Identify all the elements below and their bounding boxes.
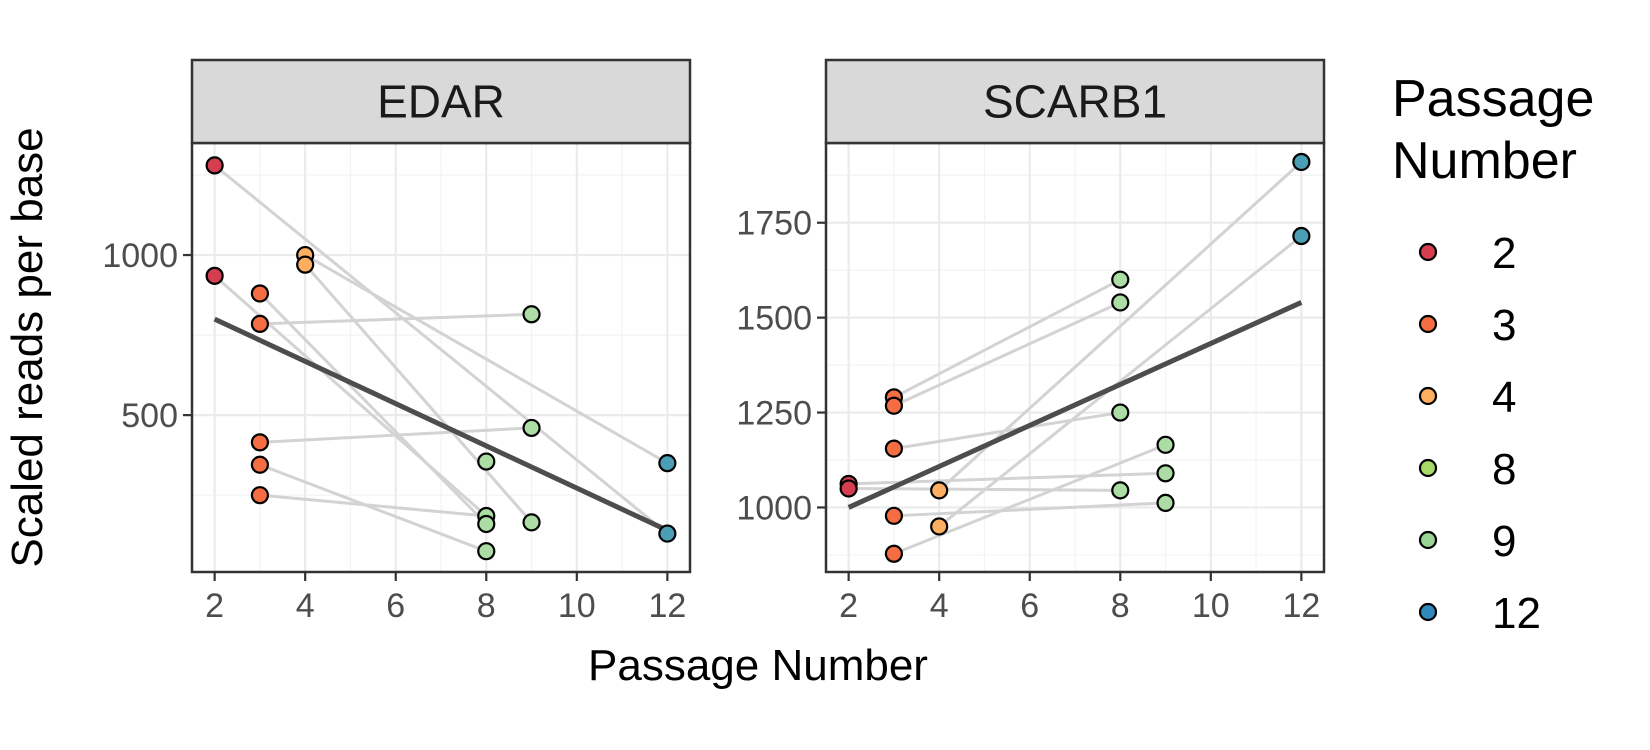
data-point (1156, 493, 1175, 513)
x-tick-label: 6 (1020, 587, 1039, 625)
legend-label: 2 (1492, 229, 1516, 278)
facet-strip-label: EDAR (377, 76, 505, 128)
pair-line (213, 164, 669, 535)
data-point (477, 514, 496, 534)
x-axis-title: Passage Number (588, 641, 928, 690)
data-point (1292, 226, 1311, 246)
legend-key (1418, 602, 1438, 622)
y-axis-title: Scaled reads per base (3, 127, 52, 567)
data-point (477, 542, 496, 561)
data-point (884, 544, 904, 563)
legend-key (1418, 314, 1438, 334)
x-tick-label: 2 (205, 587, 224, 625)
data-point (522, 418, 541, 438)
data-point (658, 454, 677, 473)
pair-line (304, 263, 533, 524)
x-tick-label: 8 (1111, 587, 1130, 625)
y-tick-label: 500 (121, 397, 178, 435)
legend-label: 9 (1492, 517, 1516, 566)
data-point (250, 314, 270, 333)
y-tick-label: 1250 (736, 395, 812, 433)
legend-title: Passage (1392, 70, 1594, 128)
data-point (658, 524, 677, 543)
data-point (477, 452, 496, 471)
trend-line (847, 300, 1303, 510)
pair-line (259, 463, 487, 553)
legend-key (1418, 386, 1438, 406)
pair-line (893, 443, 1167, 556)
legend-label: 8 (1492, 445, 1516, 494)
pair-line (893, 301, 1121, 408)
data-point (250, 486, 270, 505)
data-point (1292, 152, 1311, 172)
pair-line (938, 234, 1303, 528)
pair-line (304, 253, 669, 465)
y-tick-label: 1750 (736, 205, 812, 243)
pair-line (893, 278, 1121, 399)
data-point (522, 513, 541, 532)
facet-strip (190, 58, 692, 145)
y-tick-label: 1000 (102, 237, 178, 275)
legend-key (1418, 458, 1438, 478)
trend-line (213, 316, 669, 533)
panel-edar: EDAR 2 4 6 8 10 12 500 1000 (102, 58, 692, 625)
facet-strip-label: SCARB1 (983, 76, 1167, 128)
data-point (884, 506, 904, 525)
pair-line (259, 426, 532, 444)
pair-line (938, 160, 1303, 492)
data-point (205, 156, 224, 175)
x-tick-label: 6 (386, 587, 405, 625)
data-point (930, 481, 949, 500)
x-tick-label: 12 (648, 587, 686, 625)
x-tick-label: 12 (1282, 587, 1320, 625)
y-tick-label: 1500 (736, 300, 812, 338)
data-point (1156, 435, 1175, 454)
panel-scarb1: SCARB1 2 4 6 8 10 12 1000 1250 1500 1750 (736, 58, 1326, 625)
x-tick-label: 10 (558, 587, 596, 625)
legend-key (1418, 242, 1438, 262)
data-point (884, 396, 904, 415)
data-point (1111, 403, 1130, 422)
legend-label: 3 (1492, 301, 1516, 350)
data-point (884, 439, 904, 458)
x-tick-label: 4 (296, 587, 315, 625)
x-tick-label: 10 (1192, 587, 1230, 625)
legend-label: 12 (1492, 589, 1541, 638)
data-point (205, 266, 224, 285)
data-point (839, 479, 858, 498)
data-point (522, 305, 541, 324)
data-point (1111, 481, 1130, 500)
data-point (1111, 293, 1130, 312)
y-tick-label: 1000 (736, 489, 812, 527)
pair-line (259, 493, 487, 518)
data-point (250, 433, 270, 452)
data-point (250, 455, 270, 474)
pair-line (258, 292, 488, 526)
data-point (296, 255, 315, 274)
legend-title: Number (1392, 132, 1577, 190)
x-tick-label: 2 (839, 587, 858, 625)
x-tick-label: 8 (477, 587, 496, 625)
data-point (250, 284, 270, 303)
legend-label: 4 (1492, 373, 1516, 422)
facet-strip (824, 58, 1326, 145)
pair-line (893, 501, 1166, 518)
data-point (930, 517, 949, 536)
x-tick-label: 4 (930, 587, 949, 625)
data-point (1156, 464, 1175, 483)
legend-key (1418, 530, 1438, 550)
pair-line (259, 312, 532, 326)
data-point (1111, 270, 1130, 289)
